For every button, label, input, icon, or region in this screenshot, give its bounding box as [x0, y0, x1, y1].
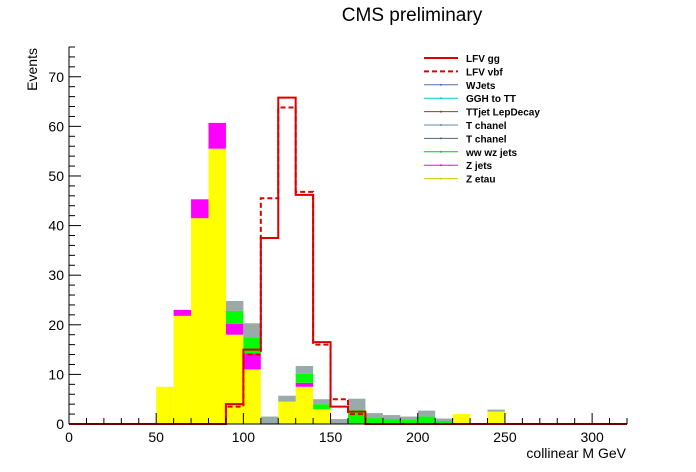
stack-bar-z-etau-50 — [156, 386, 174, 424]
stack-bar-t-chanel-140 — [313, 399, 331, 405]
stack-bar-z-etau-80 — [208, 148, 226, 424]
stack-bar-t-chanel-180 — [382, 415, 401, 420]
legend-marker — [440, 150, 442, 153]
stack-bar-ww-wz-jets-140 — [313, 404, 331, 410]
stack-bar-t-chanel-210 — [435, 418, 453, 422]
stacked-background — [156, 122, 505, 424]
legend-label: ww wz jets — [465, 148, 518, 159]
legend-label: Z etau — [466, 175, 495, 186]
stack-bar-z-etau-140 — [313, 409, 331, 424]
stack-bar-t-chanel-240 — [487, 409, 505, 412]
x-tick-label: 150 — [319, 429, 343, 445]
x-tick-label: 0 — [65, 429, 73, 445]
y-tick-label: 60 — [48, 118, 64, 134]
y-tick-label: 70 — [48, 69, 64, 85]
stack-bar-z-etau-220 — [452, 414, 471, 424]
y-tick-label: 0 — [56, 416, 64, 432]
stack-bar-z-jets-70 — [191, 199, 209, 219]
legend-label: LFV gg — [466, 54, 500, 65]
x-tick-label: 50 — [148, 429, 164, 445]
x-axis-label: collinear M GeV — [526, 445, 626, 461]
y-axis-label: Events — [24, 48, 40, 91]
legend-marker — [440, 137, 442, 140]
y-tick-label: 30 — [48, 267, 64, 283]
signal-histograms — [69, 96, 627, 425]
x-tick-label: 250 — [493, 429, 517, 445]
stack-bar-ww-wz-jets-180 — [382, 419, 401, 424]
signal-line-lfv-vbf — [69, 106, 627, 425]
stack-bar-t-chanel-190 — [400, 416, 418, 421]
stack-bar-z-etau-130 — [295, 386, 314, 424]
legend-marker — [440, 110, 442, 113]
axes: 0 50 100 150 200 250 300 0 10 20 30 40 50 60 70 — [48, 46, 628, 445]
stack-bar-t-chanel-150 — [330, 419, 348, 424]
y-tick-label: 10 — [48, 366, 64, 382]
x-tick-label: 200 — [406, 429, 430, 445]
stack-bar-z-jets-130 — [295, 382, 314, 387]
stack-bar-z-jets-80 — [208, 122, 226, 149]
x-tick-label: 100 — [232, 429, 256, 445]
legend-label: LFV vbf — [466, 67, 503, 78]
legend-label: Z jets — [466, 161, 493, 172]
legend-marker — [440, 83, 442, 86]
legend-label: T chanel — [466, 121, 507, 132]
legend-marker — [440, 177, 442, 180]
stack-bar-z-etau-60 — [173, 315, 192, 424]
stack-bar-z-jets-100 — [243, 353, 261, 370]
stack-bar-ww-wz-jets-100 — [243, 337, 261, 354]
legend-label: GGH to TT — [466, 94, 516, 105]
stack-bar-ww-wz-jets-210 — [435, 421, 453, 424]
stack-bar-z-etau-90 — [225, 334, 244, 424]
legend-label: TTjet LepDecay — [466, 108, 540, 119]
stack-bar-t-chanel-110 — [260, 416, 279, 424]
stack-bar-ww-wz-jets-170 — [365, 418, 383, 424]
legend-marker — [440, 97, 442, 100]
stack-bar-t-chanel-200 — [417, 410, 436, 417]
signal-line-lfv-gg — [69, 96, 627, 425]
stack-bar-z-etau-100 — [243, 369, 261, 424]
stack-bar-t-chanel-170 — [365, 413, 383, 419]
stack-bar-z-etau-120 — [278, 401, 296, 424]
stack-bar-t-chanel-120 — [278, 395, 296, 402]
legend-label: WJets — [466, 81, 496, 92]
stack-bar-ww-wz-jets-90 — [225, 310, 244, 324]
stack-bar-z-jets-60 — [173, 309, 192, 316]
stack-bar-ww-wz-jets-130 — [295, 373, 314, 383]
legend-marker — [440, 164, 442, 167]
stack-bar-z-etau-240 — [487, 411, 505, 424]
stack-bar-ww-wz-jets-190 — [400, 420, 418, 424]
legend-label: T chanel — [466, 134, 507, 145]
stack-bar-z-jets-90 — [225, 323, 244, 335]
stack-bar-t-chanel-130 — [295, 365, 314, 374]
stack-bar-z-etau-70 — [191, 218, 209, 424]
x-tick-label: 300 — [580, 429, 604, 445]
stack-bar-t-chanel-90 — [225, 300, 244, 311]
legend: LFV gg LFV vbf WJets GGH to TT TTjet LepDeca… — [424, 54, 540, 186]
stack-bar-ww-wz-jets-200 — [417, 416, 436, 424]
y-tick-label: 50 — [48, 168, 64, 184]
legend-marker — [440, 124, 442, 126]
chart-title: CMS preliminary — [342, 5, 483, 26]
stack-bar-t-chanel-160 — [348, 398, 366, 411]
y-tick-label: 40 — [48, 218, 64, 234]
stack-bar-t-chanel-100 — [243, 323, 261, 338]
y-tick-label: 20 — [48, 317, 64, 333]
